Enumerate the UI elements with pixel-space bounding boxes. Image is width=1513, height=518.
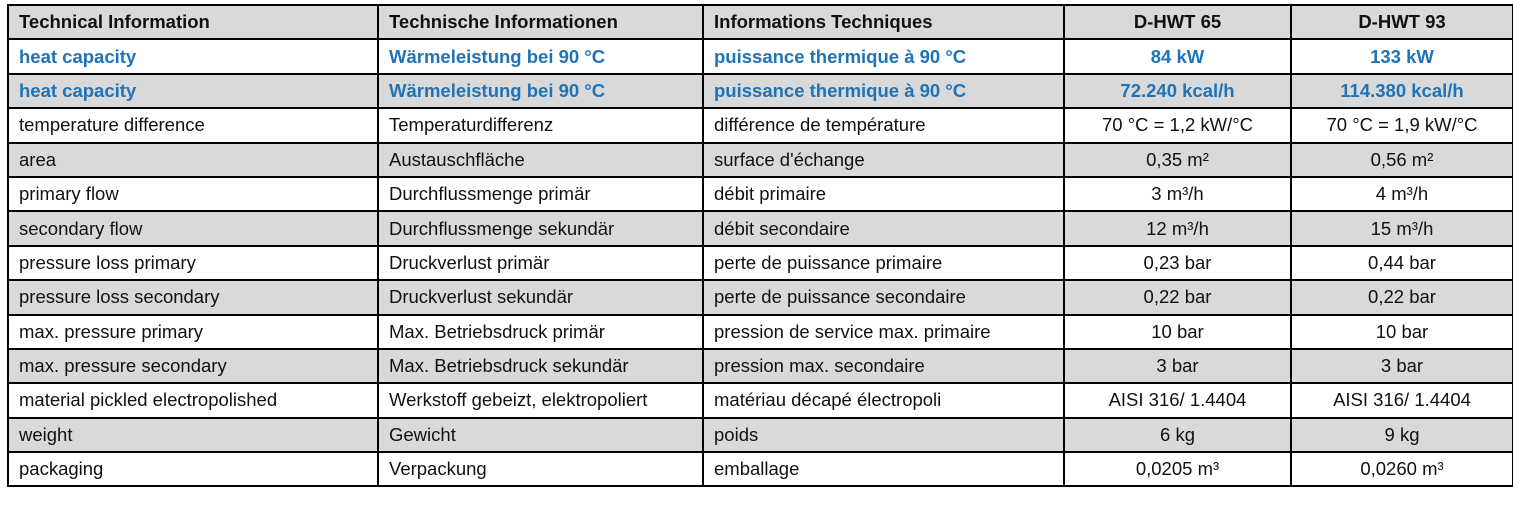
header-row: Technical Information Technische Informat… xyxy=(7,3,1513,41)
table-row: temperature difference Temperaturdifferen… xyxy=(7,107,1513,144)
cell-german: Durchflussmenge primär xyxy=(377,175,704,213)
cell-french: emballage xyxy=(702,451,1065,488)
cell-d-hwt-93: 4 m³/h xyxy=(1290,175,1513,213)
header-french: Informations Techniques xyxy=(702,3,1065,41)
cell-d-hwt-93: 3 bar xyxy=(1290,347,1513,385)
cell-french: différence de température xyxy=(702,107,1065,144)
cell-d-hwt-65: 3 bar xyxy=(1063,347,1292,385)
cell-d-hwt-65: 0,23 bar xyxy=(1063,244,1292,282)
cell-d-hwt-65: 12 m³/h xyxy=(1063,210,1292,247)
cell-german: Verpackung xyxy=(377,451,704,488)
cell-d-hwt-93: 133 kW xyxy=(1290,38,1513,75)
cell-d-hwt-93: 0,44 bar xyxy=(1290,244,1513,282)
header-d-hwt-65: D-HWT 65 xyxy=(1063,3,1292,41)
cell-german: Druckverlust primär xyxy=(377,244,704,282)
cell-d-hwt-65: 0,35 m² xyxy=(1063,141,1292,178)
cell-german: Werkstoff gebeizt, elektropoliert xyxy=(377,382,704,419)
table-row: packaging Verpackung emballage 0,0205 m³ 0,0… xyxy=(7,451,1513,488)
header-d-hwt-93: D-HWT 93 xyxy=(1290,3,1513,41)
table-row: pressure loss secondary Druckverlust seku… xyxy=(7,279,1513,316)
cell-english: max. pressure primary xyxy=(7,313,379,350)
cell-french: perte de puissance primaire xyxy=(702,244,1065,282)
cell-german: Durchflussmenge sekundär xyxy=(377,210,704,247)
cell-german: Druckverlust sekundär xyxy=(377,279,704,316)
cell-french: pression de service max. primaire xyxy=(702,313,1065,350)
cell-english: pressure loss primary xyxy=(7,244,379,282)
table-row: weight Gewicht poids 6 kg 9 kg xyxy=(7,416,1513,454)
cell-german: Max. Betriebsdruck primär xyxy=(377,313,704,350)
cell-french: matériau décapé électropoli xyxy=(702,382,1065,419)
cell-d-hwt-93: 0,0260 m³ xyxy=(1290,451,1513,488)
cell-d-hwt-65: 10 bar xyxy=(1063,313,1292,350)
table-row: primary flow Durchflussmenge primär débit … xyxy=(7,175,1513,213)
cell-french: débit secondaire xyxy=(702,210,1065,247)
cell-d-hwt-65: 70 °C = 1,2 kW/°C xyxy=(1063,107,1292,144)
cell-french: poids xyxy=(702,416,1065,454)
cell-german: Gewicht xyxy=(377,416,704,454)
cell-d-hwt-93: 0,56 m² xyxy=(1290,141,1513,178)
cell-d-hwt-93: 10 bar xyxy=(1290,313,1513,350)
cell-d-hwt-65: 0,22 bar xyxy=(1063,279,1292,316)
cell-english: weight xyxy=(7,416,379,454)
table-row: pressure loss primary Druckverlust primär… xyxy=(7,244,1513,282)
header-english: Technical Information xyxy=(7,3,379,41)
cell-d-hwt-65: 72.240 kcal/h xyxy=(1063,72,1292,110)
cell-french: puissance thermique à 90 °C xyxy=(702,38,1065,75)
table-row: heat capacity Wärmeleistung bei 90 °C puis… xyxy=(7,38,1513,75)
cell-d-hwt-65: 6 kg xyxy=(1063,416,1292,454)
cell-english: material pickled electropolished xyxy=(7,382,379,419)
cell-english: primary flow xyxy=(7,175,379,213)
cell-d-hwt-93: AISI 316/ 1.4404 xyxy=(1290,382,1513,419)
cell-english: packaging xyxy=(7,451,379,488)
cell-english: pressure loss secondary xyxy=(7,279,379,316)
cell-french: perte de puissance secondaire xyxy=(702,279,1065,316)
cell-d-hwt-65: AISI 316/ 1.4404 xyxy=(1063,382,1292,419)
table-row: max. pressure primary Max. Betriebsdruck … xyxy=(7,313,1513,350)
cell-d-hwt-93: 9 kg xyxy=(1290,416,1513,454)
cell-german: Max. Betriebsdruck sekundär xyxy=(377,347,704,385)
table-row: material pickled electropolished Werkstof… xyxy=(7,382,1513,419)
header-german: Technische Informationen xyxy=(377,3,704,41)
table-row: max. pressure secondary Max. Betriebsdruc… xyxy=(7,347,1513,385)
cell-german: Austauschfläche xyxy=(377,141,704,178)
cell-german: Temperaturdifferenz xyxy=(377,107,704,144)
cell-d-hwt-93: 0,22 bar xyxy=(1290,279,1513,316)
cell-english: secondary flow xyxy=(7,210,379,247)
cell-english: heat capacity xyxy=(7,72,379,110)
cell-french: pression max. secondaire xyxy=(702,347,1065,385)
cell-d-hwt-65: 3 m³/h xyxy=(1063,175,1292,213)
cell-french: puissance thermique à 90 °C xyxy=(702,72,1065,110)
cell-german: Wärmeleistung bei 90 °C xyxy=(377,38,704,75)
cell-d-hwt-93: 114.380 kcal/h xyxy=(1290,72,1513,110)
cell-d-hwt-65: 0,0205 m³ xyxy=(1063,451,1292,488)
cell-english: area xyxy=(7,141,379,178)
cell-d-hwt-65: 84 kW xyxy=(1063,38,1292,75)
cell-d-hwt-93: 70 °C = 1,9 kW/°C xyxy=(1290,107,1513,144)
cell-english: heat capacity xyxy=(7,38,379,75)
cell-english: temperature difference xyxy=(7,107,379,144)
cell-d-hwt-93: 15 m³/h xyxy=(1290,210,1513,247)
cell-english: max. pressure secondary xyxy=(7,347,379,385)
cell-french: débit primaire xyxy=(702,175,1065,213)
table-row: area Austauschfläche surface d'échange 0,35… xyxy=(7,141,1513,178)
technical-info-table: Technical Information Technische Informat… xyxy=(7,3,1513,488)
cell-french: surface d'échange xyxy=(702,141,1065,178)
table-row: heat capacity Wärmeleistung bei 90 °C puis… xyxy=(7,72,1513,110)
cell-german: Wärmeleistung bei 90 °C xyxy=(377,72,704,110)
table-row: secondary flow Durchflussmenge sekundär dé… xyxy=(7,210,1513,247)
